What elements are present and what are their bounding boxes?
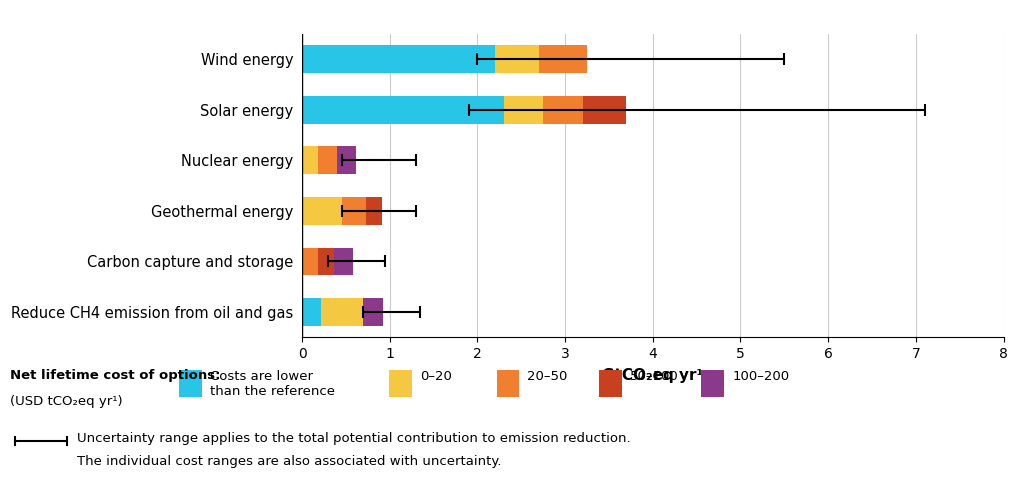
Text: Uncertainty range applies to the total potential contribution to emission reduct: Uncertainty range applies to the total p…	[77, 432, 631, 445]
Bar	[302, 45, 495, 73]
Bar	[583, 96, 627, 123]
Text: The individual cost ranges are also associated with uncertainty.: The individual cost ranges are also asso…	[77, 455, 502, 469]
Bar	[317, 147, 337, 174]
Bar	[302, 248, 317, 275]
Text: (USD tCO₂eq yr¹): (USD tCO₂eq yr¹)	[10, 395, 123, 408]
Bar	[495, 45, 539, 73]
Bar	[322, 298, 364, 326]
Bar	[539, 45, 587, 73]
Bar	[317, 248, 334, 275]
Bar	[342, 197, 367, 225]
Bar	[337, 147, 356, 174]
Bar	[302, 147, 317, 174]
Bar	[364, 298, 383, 326]
Bar	[302, 298, 322, 326]
Text: 50–100: 50–100	[630, 370, 679, 383]
Bar	[367, 197, 382, 225]
Text: Net lifetime cost of options:: Net lifetime cost of options:	[10, 369, 221, 382]
Text: Costs are lower
than the reference: Costs are lower than the reference	[210, 370, 335, 398]
Text: 100–200: 100–200	[732, 370, 790, 383]
Bar	[504, 96, 543, 123]
Bar	[543, 96, 583, 123]
Text: 0–20: 0–20	[420, 370, 452, 383]
Text: 20–50: 20–50	[527, 370, 567, 383]
Bar	[334, 248, 353, 275]
Bar	[302, 96, 504, 123]
X-axis label: GtCO₂eq yr¹: GtCO₂eq yr¹	[602, 368, 703, 383]
Bar	[302, 197, 342, 225]
